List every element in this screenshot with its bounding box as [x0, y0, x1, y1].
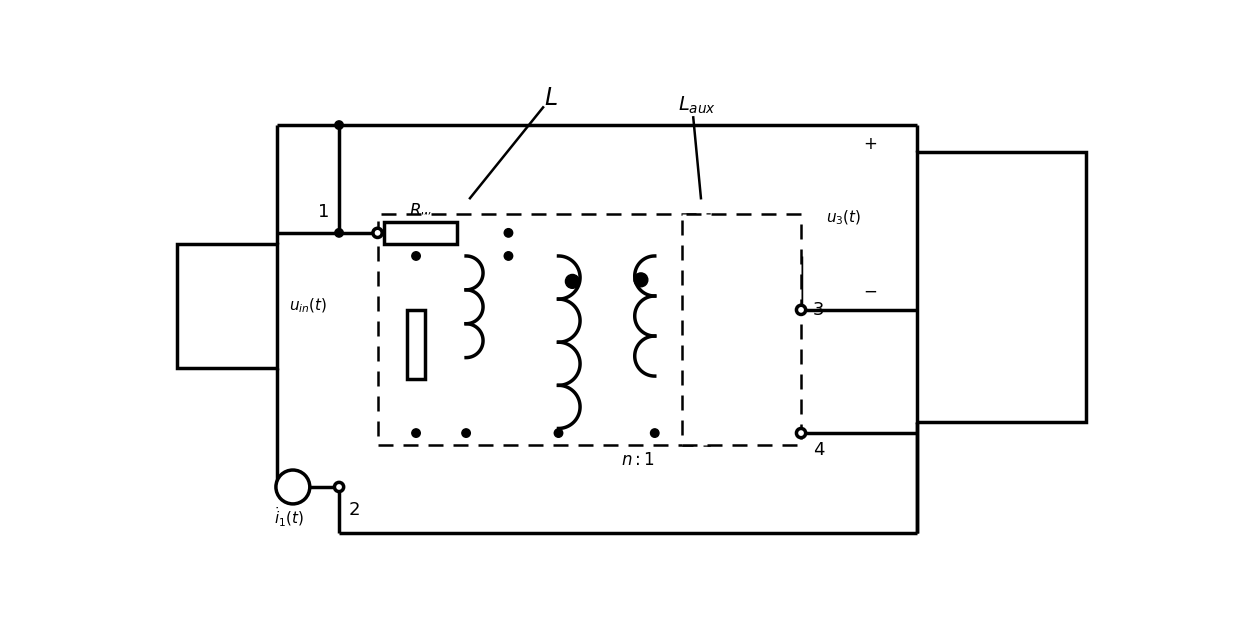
Text: $u_{in}(t)$: $u_{in}(t)$ [289, 297, 327, 315]
Text: $R_c$: $R_c$ [377, 334, 397, 355]
Bar [377, 214, 708, 445]
Text: $R_w$: $R_w$ [409, 202, 432, 221]
Bar [177, 244, 278, 367]
Bar [682, 214, 801, 445]
Bar [407, 310, 425, 379]
Circle shape [335, 228, 343, 237]
Text: $L$: $L$ [544, 86, 558, 110]
Text: $-$: $-$ [863, 281, 878, 300]
Text: $L_{aux}$: $L_{aux}$ [678, 95, 717, 117]
Text: 3: 3 [812, 301, 825, 319]
Circle shape [335, 482, 343, 492]
Circle shape [412, 252, 420, 260]
Text: 测量仪器: 测量仪器 [978, 278, 1024, 296]
Text: $u_2(t)$: $u_2(t)$ [675, 332, 709, 350]
Circle shape [505, 228, 512, 237]
Circle shape [796, 429, 806, 438]
Text: $n:1$: $n:1$ [620, 451, 655, 469]
Circle shape [373, 228, 382, 237]
Circle shape [505, 252, 512, 260]
Circle shape [335, 121, 343, 130]
Text: 2: 2 [348, 501, 360, 519]
Text: $u_1(t)$: $u_1(t)$ [595, 332, 631, 350]
Circle shape [277, 470, 310, 504]
Circle shape [796, 305, 806, 315]
Circle shape [554, 429, 563, 437]
Text: $\dot{i}_1(t)$: $\dot{i}_1(t)$ [274, 506, 304, 530]
Circle shape [461, 429, 470, 437]
Circle shape [634, 273, 647, 286]
Circle shape [412, 429, 420, 437]
Text: $-$: $-$ [588, 385, 601, 404]
Text: $+$: $+$ [771, 289, 786, 308]
Text: $u_3(t)$: $u_3(t)$ [826, 208, 861, 226]
Text: 4: 4 [812, 441, 825, 459]
Text: $L_m$: $L_m$ [484, 334, 505, 355]
Bar [916, 152, 1086, 422]
Text: +: + [588, 266, 601, 284]
Text: 1: 1 [319, 204, 330, 221]
Circle shape [651, 429, 658, 437]
Bar [383, 222, 456, 244]
Text: $+$: $+$ [863, 135, 878, 153]
Text: 励磁源: 励磁源 [210, 297, 246, 316]
Circle shape [565, 274, 579, 288]
